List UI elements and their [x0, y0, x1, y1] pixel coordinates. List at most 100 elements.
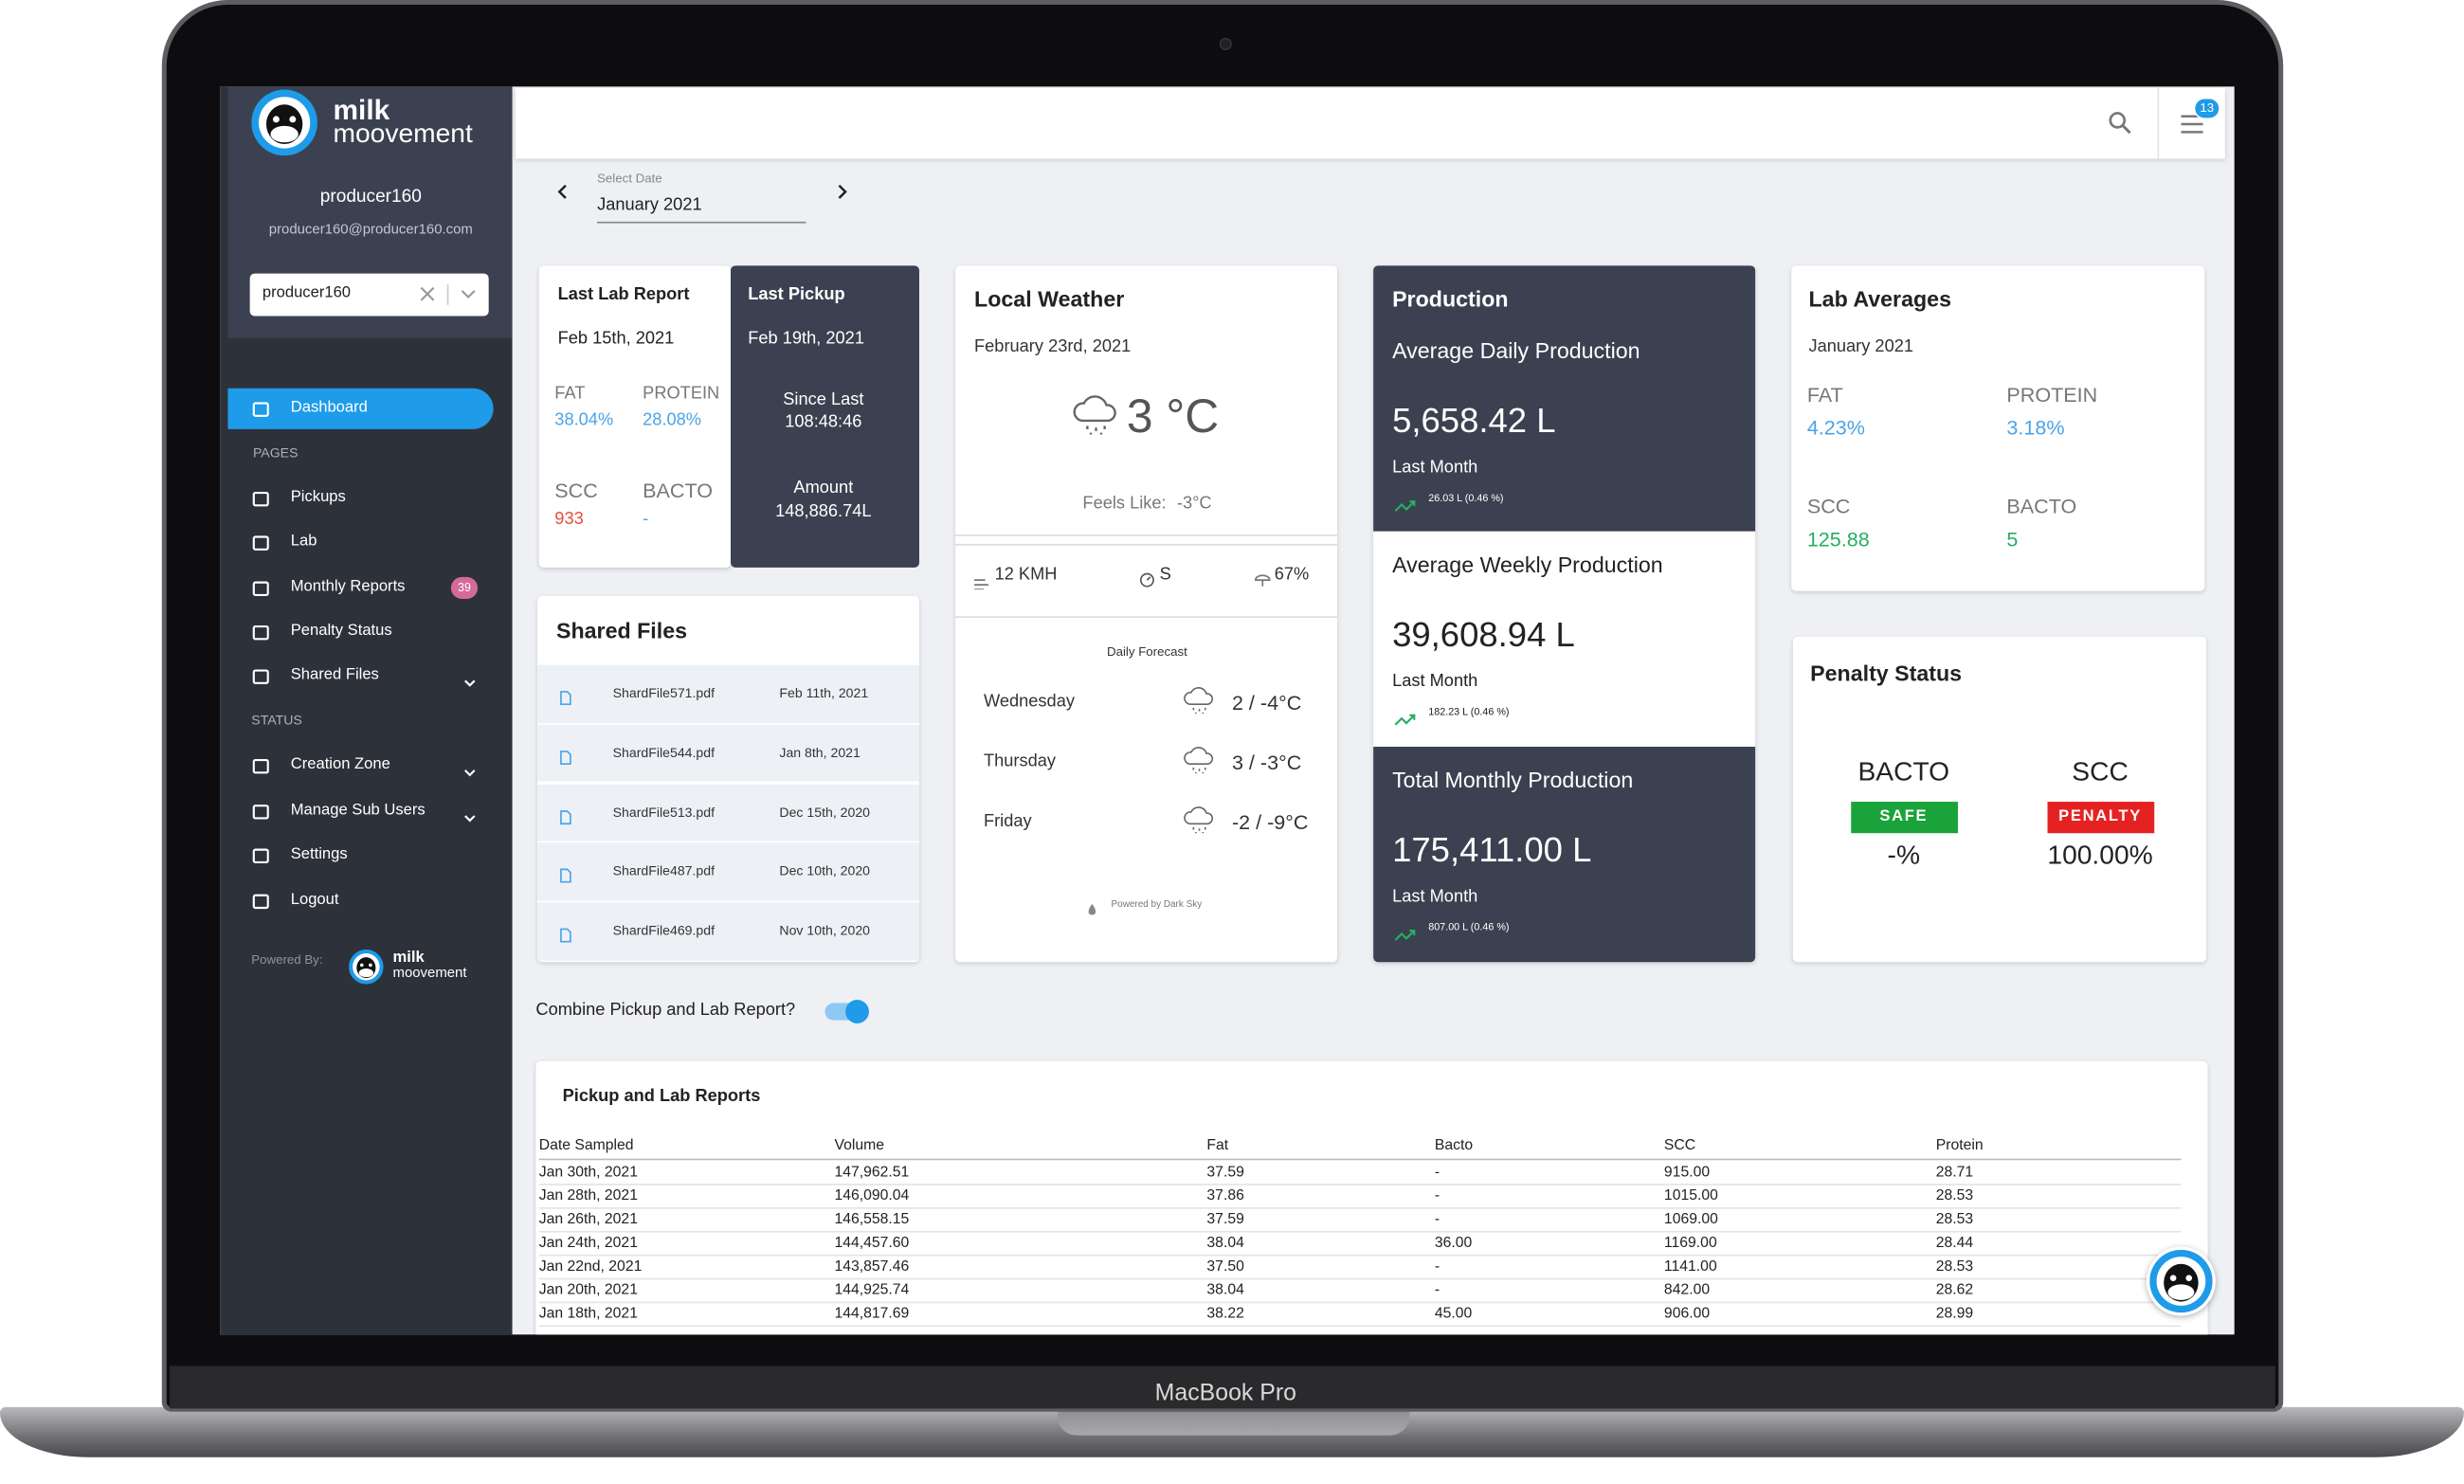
nav-icon [251, 489, 270, 508]
nav-item[interactable]: Penalty Status [290, 622, 392, 641]
trend-icon [1394, 706, 1416, 726]
icon-shape [252, 894, 269, 910]
nav-item[interactable]: Dashboard [290, 399, 368, 417]
column-header: Volume [834, 1136, 884, 1155]
table-cell: - [1434, 1257, 1440, 1275]
icon-shape [252, 491, 269, 507]
nav-item[interactable]: Pickups [290, 488, 346, 507]
card-title: Last Lab Report [557, 285, 690, 304]
icon-shape [1139, 572, 1154, 588]
account-select[interactable] [249, 273, 489, 317]
card-title: Pickup and Lab Reports [562, 1087, 761, 1107]
nav-item[interactable]: Creation Zone [290, 755, 390, 774]
next-month[interactable] [834, 181, 850, 200]
icon-shape [289, 116, 297, 123]
icon-shape [252, 669, 269, 684]
file-date: Jan 8th, 2021 [779, 744, 861, 761]
icon-shape [420, 284, 476, 305]
nav-item[interactable]: Logout [290, 891, 339, 909]
metric-label: SCC [554, 479, 598, 503]
date-picker-underline[interactable] [597, 221, 806, 224]
table-cell: - [1434, 1163, 1440, 1181]
icon-shape [252, 669, 269, 684]
nav-item[interactable]: Manage Sub Users [290, 802, 426, 820]
nav-icon [251, 623, 270, 642]
icon-shape [560, 869, 571, 884]
file-name: ShardFile513.pdf [612, 804, 716, 820]
file-row[interactable] [537, 784, 919, 842]
table-cell: 28.44 [1935, 1233, 1974, 1252]
row-rule [538, 1325, 2182, 1328]
nav-item[interactable]: Settings [290, 845, 348, 863]
metric-value: 3.18% [2006, 415, 2065, 440]
icon-shape [252, 402, 269, 417]
status-text: SAFE [1879, 807, 1929, 825]
icon-shape [464, 815, 476, 823]
table-cell: 37.50 [1206, 1257, 1244, 1275]
icon-shape [2122, 124, 2131, 135]
file-row[interactable] [537, 724, 919, 782]
row-rule [538, 1301, 2182, 1304]
nav-badge-count: 39 [458, 580, 471, 595]
nav-chevron[interactable] [462, 670, 478, 687]
column-header: Fat [1206, 1136, 1229, 1155]
icon-shape [974, 579, 988, 590]
icon-shape [1073, 395, 1116, 435]
table-cell: 37.86 [1206, 1186, 1244, 1204]
penalty-value: 100.00% [2047, 840, 2153, 871]
icon-shape [1073, 395, 1116, 435]
table-cell: 45.00 [1434, 1304, 1473, 1322]
table-cell: 1069.00 [1663, 1209, 1718, 1228]
table-cell: 37.59 [1206, 1163, 1244, 1181]
icon-shape [560, 809, 571, 824]
nav-item[interactable]: Monthly Reports [290, 578, 406, 596]
icon-shape [838, 184, 847, 199]
table-cell: 144,925.74 [834, 1280, 910, 1298]
file-row[interactable] [537, 664, 919, 723]
file-row[interactable] [537, 842, 919, 901]
card-title: Lab Averages [1808, 285, 1951, 312]
toggle-knob[interactable] [845, 1000, 869, 1023]
date-picker-label: Select Date [597, 171, 662, 186]
icon-shape [1394, 929, 1416, 941]
brand-line1: milk [333, 94, 390, 126]
file-name: ShardFile469.pdf [612, 922, 716, 939]
select-controls[interactable] [416, 283, 487, 307]
icon-shape [464, 679, 476, 687]
file-date: Dec 15th, 2020 [779, 804, 871, 820]
table-cell: 38.04 [1206, 1280, 1244, 1298]
nav-icon [251, 802, 270, 821]
notification-count: 13 [2200, 100, 2215, 116]
temperature: 3 °C [1126, 391, 1220, 443]
nav-item[interactable]: Shared Files [290, 666, 379, 684]
report-date: Feb 15th, 2021 [557, 329, 675, 349]
nav-chevron[interactable] [462, 759, 478, 777]
icon-shape [1184, 747, 1214, 774]
icon-shape [252, 848, 269, 863]
icon-shape [252, 535, 269, 551]
file-row[interactable] [537, 902, 919, 961]
icon-shape [560, 691, 571, 706]
file-name: ShardFile487.pdf [612, 862, 716, 879]
table-cell: - [1434, 1280, 1440, 1298]
card [1792, 636, 2206, 963]
nav-item[interactable]: Lab [290, 533, 317, 551]
icon-shape [1088, 903, 1096, 915]
card [535, 1060, 2208, 1335]
icon-shape [2109, 112, 2127, 129]
search-button[interactable] [2108, 110, 2133, 136]
nav-active-pill[interactable] [227, 388, 494, 429]
column-header: SCC [1663, 1136, 1696, 1155]
card-title: Shared Files [555, 617, 688, 643]
top-divider [2157, 87, 2160, 159]
icon-shape [560, 928, 571, 943]
pickup-date: Feb 19th, 2021 [748, 329, 864, 349]
file-icon [559, 805, 571, 824]
metric-value: - [643, 510, 649, 530]
production-change: 182.23 L (0.46 %) [1428, 707, 1510, 718]
metric-value: 5 [2006, 527, 2019, 552]
nav-chevron[interactable] [462, 805, 478, 823]
prev-month[interactable] [554, 181, 571, 200]
icon-shape [1184, 806, 1214, 825]
